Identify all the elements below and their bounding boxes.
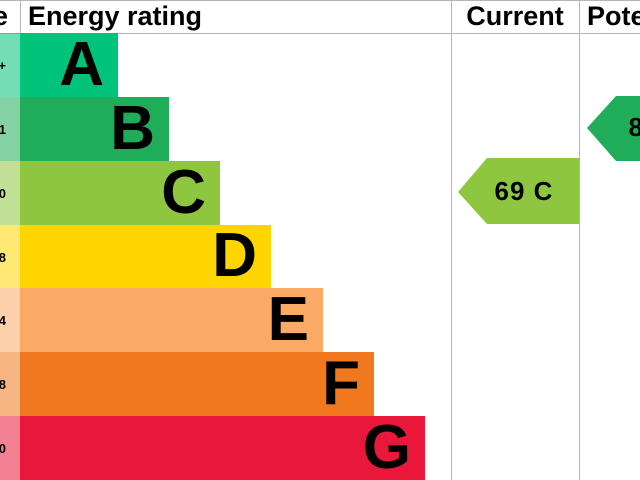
svg-text:69 C: 69 C [495, 176, 554, 206]
svg-text:81 B: 81 B [629, 112, 640, 142]
